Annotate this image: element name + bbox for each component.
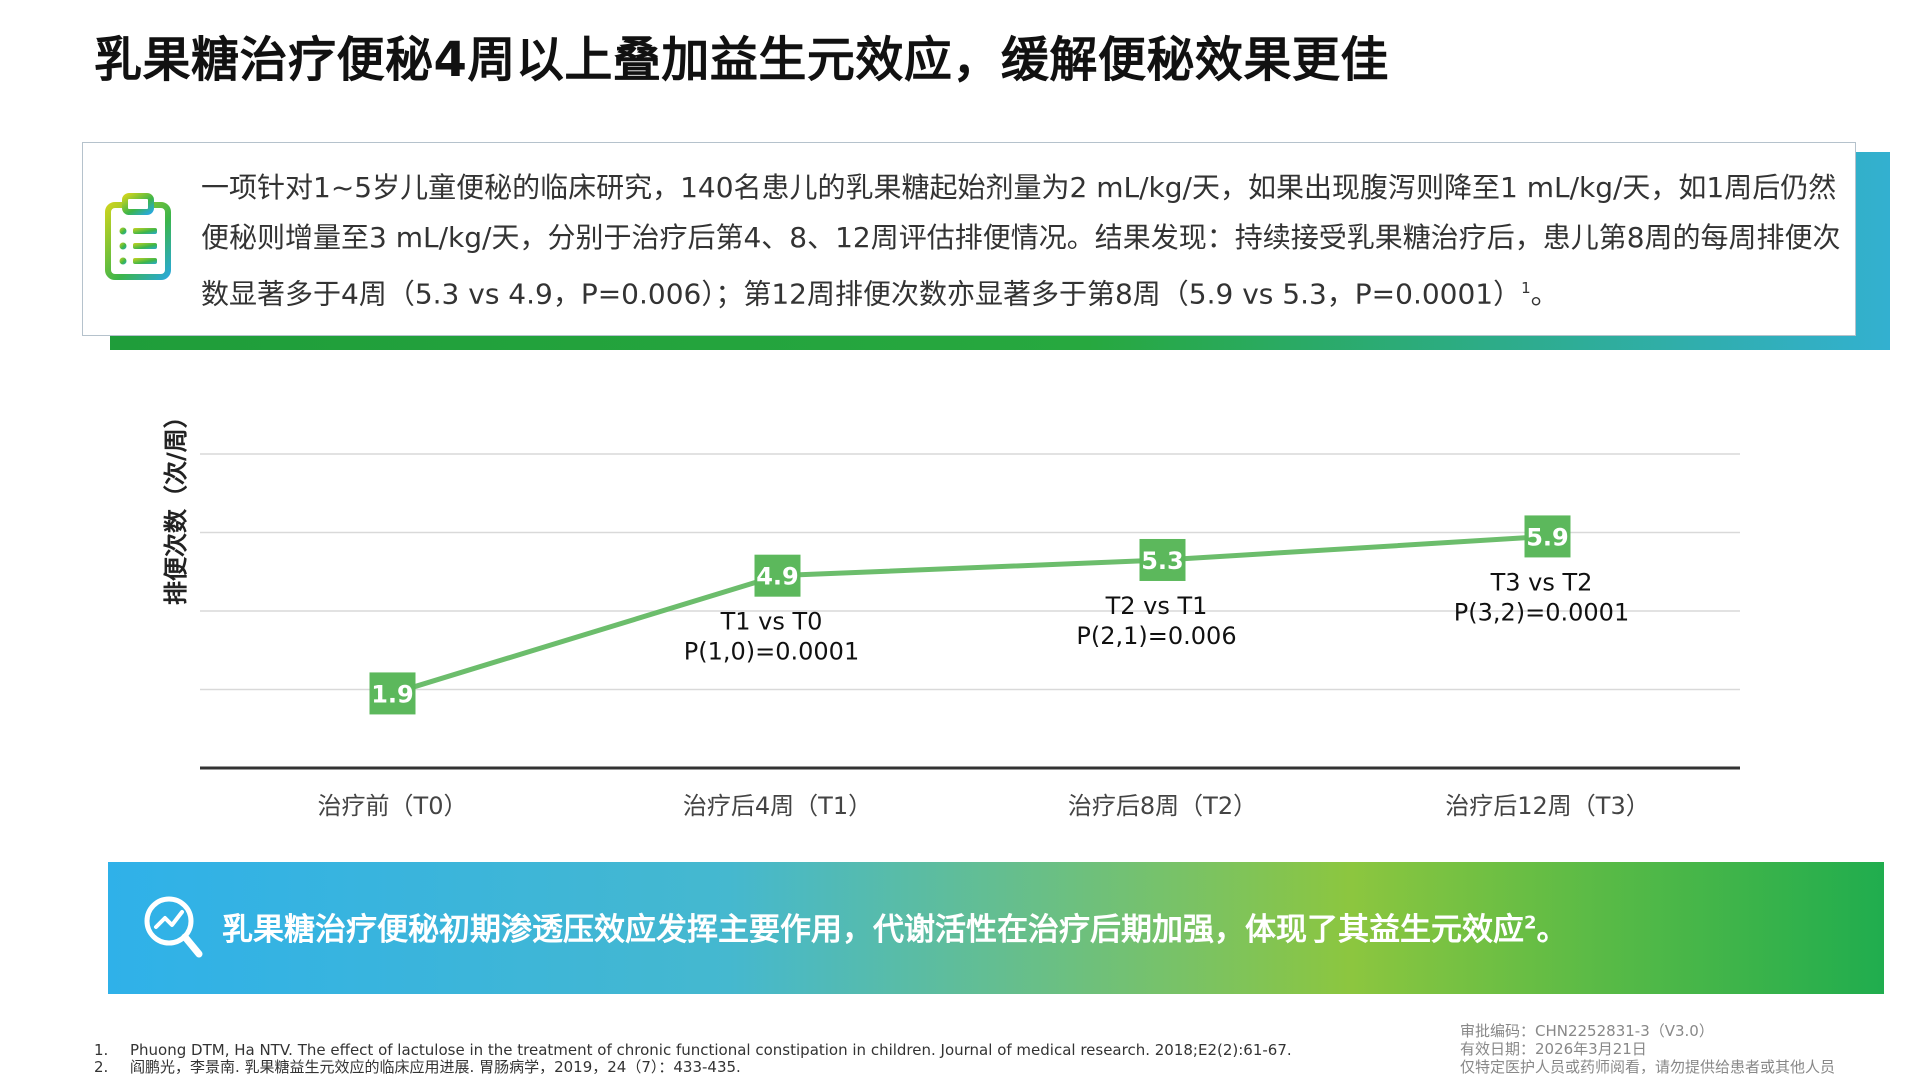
significance-annotation: P(3,2)=0.0001 — [1454, 598, 1629, 626]
approval-info: 审批编码：CHN2252831-3（V3.0） 有效日期：2026年3月21日 … — [1460, 1022, 1835, 1076]
significance-annotation: P(2,1)=0.006 — [1076, 622, 1236, 650]
significance-annotation: T1 vs T0 — [720, 608, 823, 636]
series-line — [391, 533, 1548, 696]
reference-marker-1: 1 — [1521, 279, 1531, 297]
study-info-box: 一项针对1~5岁儿童便秘的临床研究，140名患儿的乳果糖起始剂量为2 mL/kg… — [82, 142, 1856, 336]
data-marker — [1524, 515, 1571, 558]
bowel-movement-line-chart: 治疗前（T0） 治疗后4周（T1） 治疗后8周（T2） 治疗后12周（T3） T1 vs… — [200, 453, 1740, 820]
reference-item: 2. 阎鹏光，李景南. 乳果糖益生元效应的临床应用进展. 胃肠病学，2019，24… — [94, 1059, 1292, 1076]
conclusion-banner: 乳果糖治疗便秘初期渗透压效应发挥主要作用，代谢活性在治疗后期加强，体现了其益生元… — [108, 862, 1884, 994]
reference-marker-2: 2 — [1524, 912, 1537, 934]
approval-note: 仅特定医护人员或药师阅看，请勿提供给患者或其他人员 — [1460, 1058, 1836, 1076]
data-marker — [369, 672, 416, 715]
study-description-end: 。 — [1530, 277, 1559, 311]
data-label: 4.9 — [756, 563, 799, 591]
significance-annotation: T2 vs T1 — [1105, 592, 1208, 620]
data-label: 5.3 — [1141, 547, 1184, 575]
data-marker — [1139, 538, 1186, 581]
reference-item: 1. Phuong DTM, Ha NTV. The effect of lact… — [94, 1042, 1292, 1059]
conclusion-main-text: 乳果糖治疗便秘初期渗透压效应发挥主要作用，代谢活性在治疗后期加强，体现了其益生元… — [222, 912, 1524, 948]
page-title: 乳果糖治疗便秘4周以上叠加益生元效应，缓解便秘效果更佳 — [94, 32, 1389, 88]
reference-number: 1. — [94, 1041, 109, 1059]
study-description-text: 一项针对1~5岁儿童便秘的临床研究，140名患儿的乳果糖起始剂量为2 mL/kg… — [201, 171, 1841, 311]
study-info-panel: 一项针对1~5岁儿童便秘的临床研究，140名患儿的乳果糖起始剂量为2 mL/kg… — [82, 142, 1890, 350]
data-label: 5.9 — [1526, 523, 1569, 551]
x-tick-label: 治疗前（T0） — [318, 792, 468, 820]
reference-text: Phuong DTM, Ha NTV. The effect of lactul… — [130, 1041, 1292, 1059]
data-marker — [754, 554, 801, 597]
reference-number: 2. — [94, 1058, 109, 1076]
clipboard-list-icon — [105, 193, 171, 280]
search-trend-icon — [144, 896, 203, 958]
approval-date: 有效日期：2026年3月21日 — [1460, 1040, 1647, 1058]
approval-code: 审批编码：CHN2252831-3（V3.0） — [1460, 1022, 1714, 1040]
conclusion-end: 。 — [1536, 912, 1568, 948]
references: 1. Phuong DTM, Ha NTV. The effect of lact… — [94, 1042, 1292, 1076]
study-description: 一项针对1~5岁儿童便秘的临床研究，140名患儿的乳果糖起始剂量为2 mL/kg… — [201, 163, 1841, 319]
significance-annotation: T3 vs T2 — [1490, 568, 1593, 596]
x-tick-label: 治疗后8周（T2） — [1068, 792, 1257, 820]
reference-text: 阎鹏光，李景南. 乳果糖益生元效应的临床应用进展. 胃肠病学，2019，24（7… — [130, 1058, 741, 1076]
significance-annotation: P(1,0)=0.0001 — [684, 638, 859, 666]
x-tick-label: 治疗后4周（T1） — [683, 792, 872, 820]
x-tick-label: 治疗后12周（T3） — [1445, 792, 1649, 820]
y-axis-label: 排便次数（次/周） — [162, 404, 190, 605]
conclusion-text: 乳果糖治疗便秘初期渗透压效应发挥主要作用，代谢活性在治疗后期加强，体现了其益生元… — [222, 904, 1568, 949]
data-label: 1.9 — [371, 680, 414, 708]
